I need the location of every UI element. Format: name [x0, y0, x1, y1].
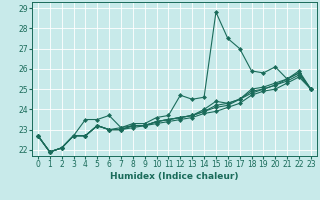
- X-axis label: Humidex (Indice chaleur): Humidex (Indice chaleur): [110, 172, 239, 181]
